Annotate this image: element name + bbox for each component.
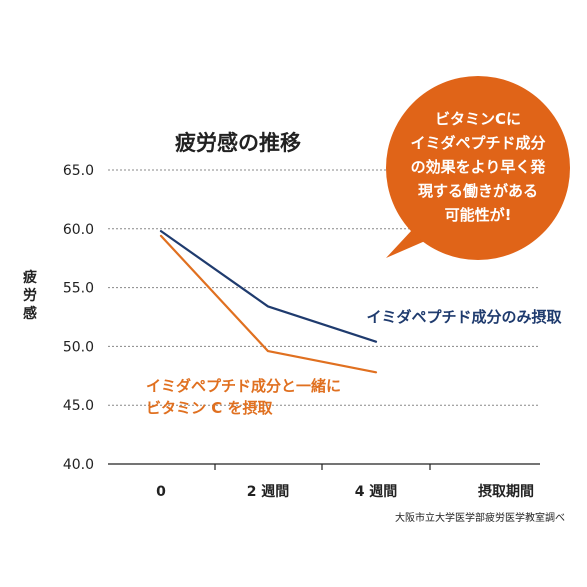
callout-line-2: イミダペプチド成分	[410, 134, 545, 152]
chart-title: 疲労感の推移	[175, 131, 301, 155]
series-layer	[159, 230, 378, 374]
series-label-with-vitamin-c-line2: ビタミン C を摂取	[146, 399, 273, 417]
x-tick-label: 4 週間	[355, 484, 398, 500]
y-tick-label: 50.0	[63, 339, 94, 355]
x-tick-label: 2 週間	[247, 484, 290, 500]
callout-line-1: ビタミンCに	[435, 110, 521, 128]
series-line-imidapeptide-only	[159, 230, 378, 343]
source-note: 大阪市立大学医学部疲労医学教室調べ	[395, 511, 565, 524]
y-tick-label: 60.0	[63, 222, 94, 238]
callout-line-4: 現する働きがある	[418, 182, 538, 200]
series-label-with-vitamin-c-line1: イミダペプチド成分と一緒に	[146, 377, 341, 395]
series-line-with-vitamin-c	[159, 234, 378, 374]
callout-circle	[386, 76, 570, 260]
x-axis-label: 摂取期間	[478, 483, 534, 500]
series-label-navy: イミダペプチド成分のみ摂取	[366, 308, 562, 326]
y-axis-label-char: 疲	[23, 269, 37, 286]
y-axis-label: 疲労感	[23, 269, 37, 322]
y-tick-label: 40.0	[63, 457, 94, 473]
x-tick-label: 0	[156, 484, 166, 500]
axis-layer	[108, 463, 540, 470]
callout-bubble: ビタミンCに イミダペプチド成分 の効果をより早く発 現する働きがある 可能性が…	[386, 76, 570, 260]
y-axis-label-char: 感	[23, 305, 37, 322]
y-axis-label-char: 労	[23, 287, 37, 304]
callout-line-3: の効果をより早く発	[411, 158, 547, 176]
callout-line-5: 可能性が!	[445, 206, 512, 224]
y-tick-label: 45.0	[63, 398, 94, 414]
y-tick-label: 65.0	[63, 163, 94, 179]
y-tick-label: 55.0	[63, 281, 94, 297]
series-label-imidapeptide-only: イミダペプチド成分のみ摂取	[366, 308, 562, 326]
y-tick-labels: 40.0 45.0 50.0 55.0 60.0 65.0	[63, 163, 94, 473]
series-label-orange: イミダペプチド成分と一緒に ビタミン C を摂取	[146, 377, 341, 417]
x-tick-labels: 0 2 週間 4 週間	[156, 484, 397, 500]
